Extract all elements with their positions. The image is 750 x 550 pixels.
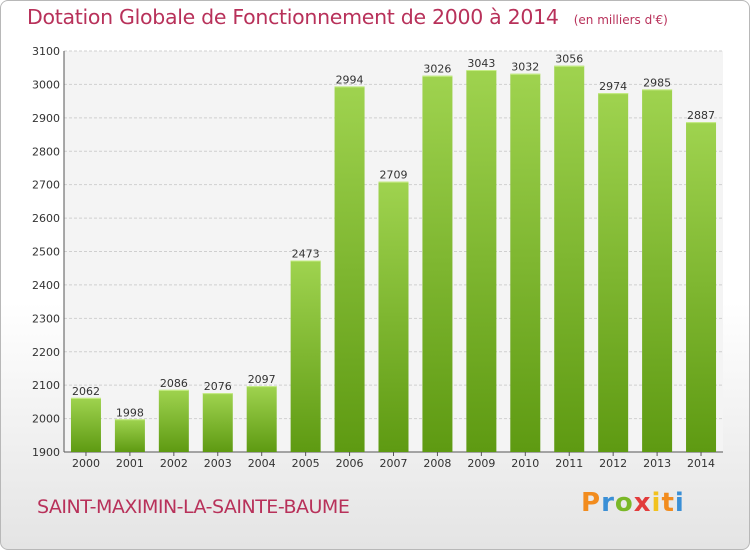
logo-letter: r bbox=[601, 488, 615, 518]
x-tick-label: 2005 bbox=[292, 457, 320, 470]
data-label: 2887 bbox=[687, 109, 715, 122]
logo-letter: o bbox=[614, 488, 634, 518]
x-tick-label: 2000 bbox=[72, 457, 100, 470]
data-label: 3032 bbox=[511, 61, 539, 74]
x-tick-label: 2001 bbox=[116, 457, 144, 470]
y-tick-label: 2300 bbox=[32, 312, 60, 325]
y-tick-label: 1900 bbox=[32, 446, 60, 459]
bar-2003 bbox=[202, 393, 233, 452]
x-tick-label: 2009 bbox=[467, 457, 495, 470]
logo-letter: i bbox=[674, 488, 685, 518]
data-label: 2985 bbox=[643, 76, 671, 89]
y-tick-label: 3100 bbox=[32, 45, 60, 58]
data-label: 2086 bbox=[160, 377, 188, 390]
y-tick-label: 2200 bbox=[32, 346, 60, 359]
bar-2013 bbox=[642, 89, 673, 452]
x-tick-label: 2007 bbox=[380, 457, 408, 470]
logo-letter: P bbox=[581, 488, 602, 518]
commune-name: SAINT-MAXIMIN-LA-SAINTE-BAUME bbox=[37, 496, 350, 518]
bar-2008 bbox=[422, 75, 453, 452]
bar-2001 bbox=[114, 419, 145, 452]
bar-2006 bbox=[334, 86, 365, 453]
bar-2004 bbox=[246, 386, 277, 452]
y-tick-label: 2500 bbox=[32, 246, 60, 259]
x-tick-label: 2003 bbox=[204, 457, 232, 470]
chart-title: Dotation Globale de Fonctionnement de 20… bbox=[27, 5, 559, 29]
bar-2011 bbox=[554, 65, 585, 452]
bar-2012 bbox=[598, 93, 629, 452]
proxiti-logo: Proxiti bbox=[581, 488, 685, 518]
y-tick-label: 2700 bbox=[32, 179, 60, 192]
data-label: 2062 bbox=[72, 385, 100, 398]
data-label: 2097 bbox=[248, 373, 276, 386]
data-label: 3056 bbox=[555, 53, 583, 66]
data-label: 2076 bbox=[204, 380, 232, 393]
y-tick-label: 2800 bbox=[32, 145, 60, 158]
x-tick-label: 2011 bbox=[555, 457, 583, 470]
data-label: 2709 bbox=[380, 169, 408, 182]
bar-2014 bbox=[686, 122, 717, 453]
y-tick-label: 2100 bbox=[32, 379, 60, 392]
y-tick-label: 3000 bbox=[32, 78, 60, 91]
data-label: 3026 bbox=[423, 63, 451, 76]
chart-subtitle: (en milliers d'€) bbox=[573, 13, 668, 27]
x-tick-label: 2012 bbox=[599, 457, 627, 470]
bar-2010 bbox=[510, 73, 541, 453]
y-tick-label: 2600 bbox=[32, 212, 60, 225]
bar-2007 bbox=[378, 181, 409, 452]
data-label: 2994 bbox=[336, 73, 364, 86]
bar-2005 bbox=[290, 260, 321, 452]
x-tick-label: 2008 bbox=[423, 457, 451, 470]
logo-letter: t bbox=[661, 488, 675, 518]
data-label: 3043 bbox=[467, 57, 495, 70]
bar-2009 bbox=[466, 70, 497, 453]
logo-letter: x bbox=[633, 488, 652, 518]
bar-2000 bbox=[70, 397, 101, 452]
x-tick-label: 2013 bbox=[643, 457, 671, 470]
x-tick-label: 2004 bbox=[248, 457, 276, 470]
y-tick-label: 2900 bbox=[32, 112, 60, 125]
data-label: 1998 bbox=[116, 406, 144, 419]
data-label: 2473 bbox=[292, 248, 320, 261]
bar-2002 bbox=[158, 389, 189, 452]
data-label: 2974 bbox=[599, 80, 627, 93]
x-tick-label: 2014 bbox=[687, 457, 715, 470]
x-tick-label: 2006 bbox=[336, 457, 364, 470]
x-tick-label: 2010 bbox=[511, 457, 539, 470]
y-tick-label: 2400 bbox=[32, 279, 60, 292]
x-tick-label: 2002 bbox=[160, 457, 188, 470]
y-tick-label: 2000 bbox=[32, 413, 60, 426]
title-row: Dotation Globale de Fonctionnement de 20… bbox=[27, 5, 668, 29]
logo-letter: i bbox=[651, 488, 662, 518]
